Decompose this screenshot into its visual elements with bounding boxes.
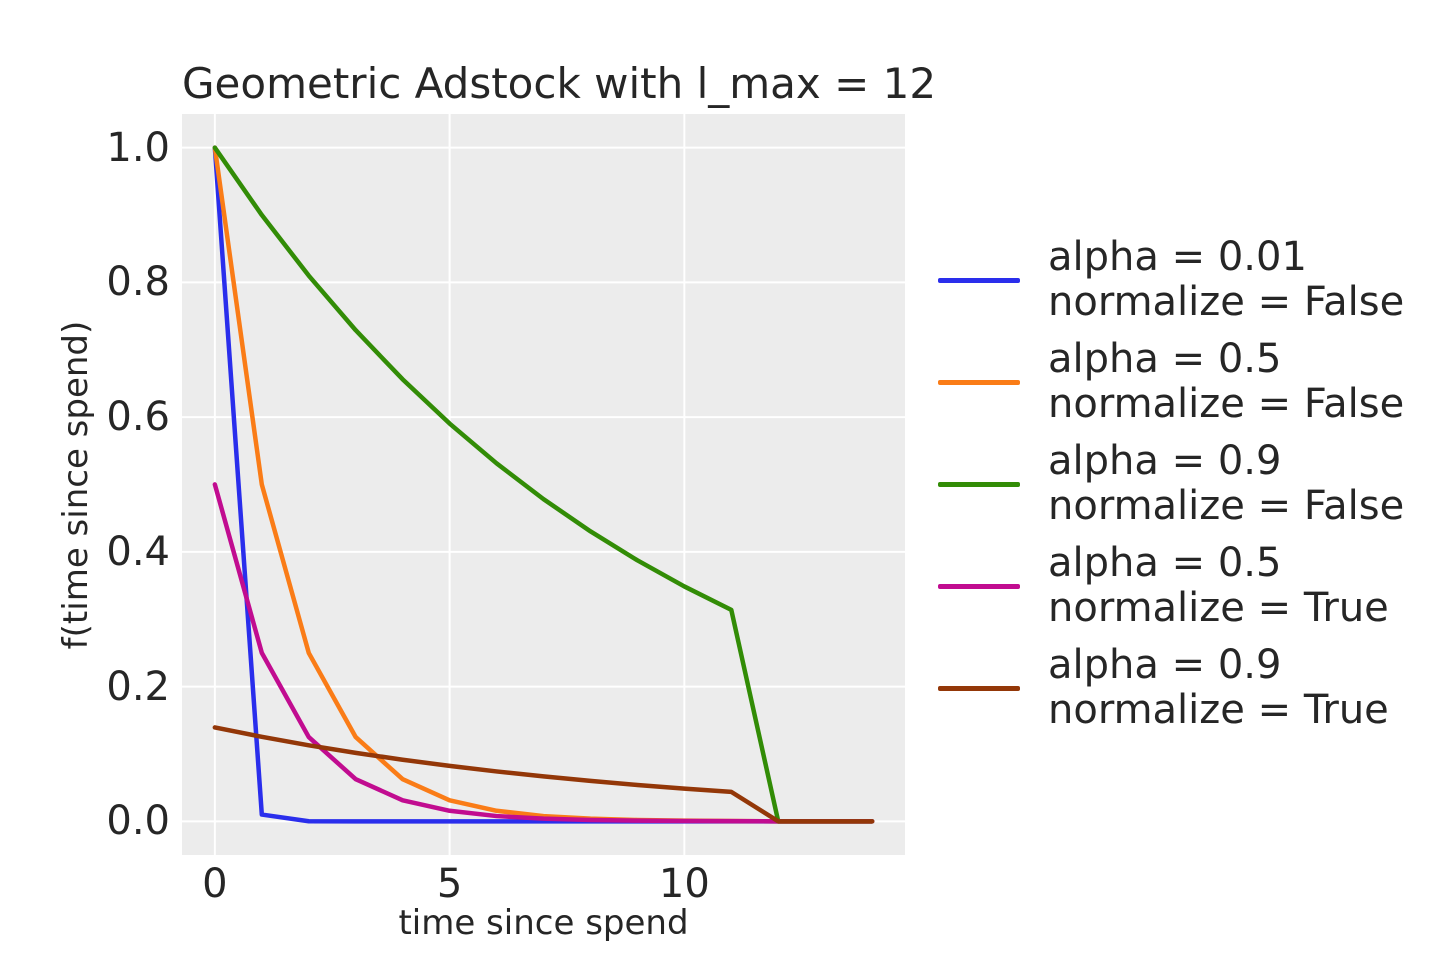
legend-label-line: normalize = True	[1048, 687, 1389, 733]
y-tick-label: 1.0	[106, 124, 170, 171]
legend-label-line: alpha = 0.01	[1048, 234, 1307, 280]
legend-label: alpha = 0.9 normalize = False	[1048, 439, 1404, 529]
legend-label: alpha = 0.5 normalize = False	[1048, 337, 1404, 427]
legend-label-line: alpha = 0.5	[1048, 336, 1282, 382]
legend-label: alpha = 0.01 normalize = False	[1048, 235, 1404, 325]
legend-line-swatch	[938, 481, 1020, 487]
legend-label: alpha = 0.9 normalize = True	[1048, 643, 1389, 733]
legend-label-line: alpha = 0.9	[1048, 642, 1282, 688]
y-tick-label: 0.2	[106, 663, 170, 710]
x-tick-label: 5	[436, 861, 463, 907]
chart-title: Geometric Adstock with l_max = 12	[182, 59, 937, 108]
legend-entry: alpha = 0.01 normalize = False	[938, 235, 1404, 325]
y-axis-label: f(time since spend)	[56, 320, 96, 650]
plot-background	[182, 114, 905, 855]
series-line-4	[212, 725, 875, 824]
series-line-2	[212, 145, 875, 824]
legend-line-swatch	[938, 583, 1020, 589]
legend-label-line: normalize = True	[1048, 585, 1389, 631]
legend-label: alpha = 0.5 normalize = True	[1048, 541, 1389, 631]
legend-line-swatch	[938, 379, 1020, 385]
legend-label-line: alpha = 0.5	[1048, 540, 1282, 586]
legend-line-swatch	[938, 277, 1020, 283]
y-tick-label: 0.8	[106, 259, 170, 306]
legend-entry: alpha = 0.5 normalize = True	[938, 541, 1404, 631]
x-axis-label: time since spend	[398, 903, 689, 943]
x-tick-label: 0	[202, 861, 228, 907]
legend-label-line: alpha = 0.9	[1048, 438, 1282, 484]
plot-area	[182, 114, 905, 855]
series-line-3	[212, 482, 875, 824]
chart-canvas	[182, 114, 905, 855]
y-tick-label: 0.0	[106, 798, 170, 845]
legend-label-line: normalize = False	[1048, 279, 1405, 325]
y-tick-label: 0.6	[106, 394, 170, 441]
y-tick-label: 0.4	[106, 528, 170, 575]
legend-entry: alpha = 0.9 normalize = False	[938, 439, 1404, 529]
legend-entry: alpha = 0.5 normalize = False	[938, 337, 1404, 427]
legend-entry: alpha = 0.9 normalize = True	[938, 643, 1404, 733]
legend-label-line: normalize = False	[1048, 381, 1405, 427]
legend-label-line: normalize = False	[1048, 483, 1405, 529]
legend: alpha = 0.01 normalize = False alpha = 0.5…	[938, 235, 1404, 745]
legend-line-swatch	[938, 685, 1020, 691]
x-tick-label: 10	[658, 861, 710, 907]
